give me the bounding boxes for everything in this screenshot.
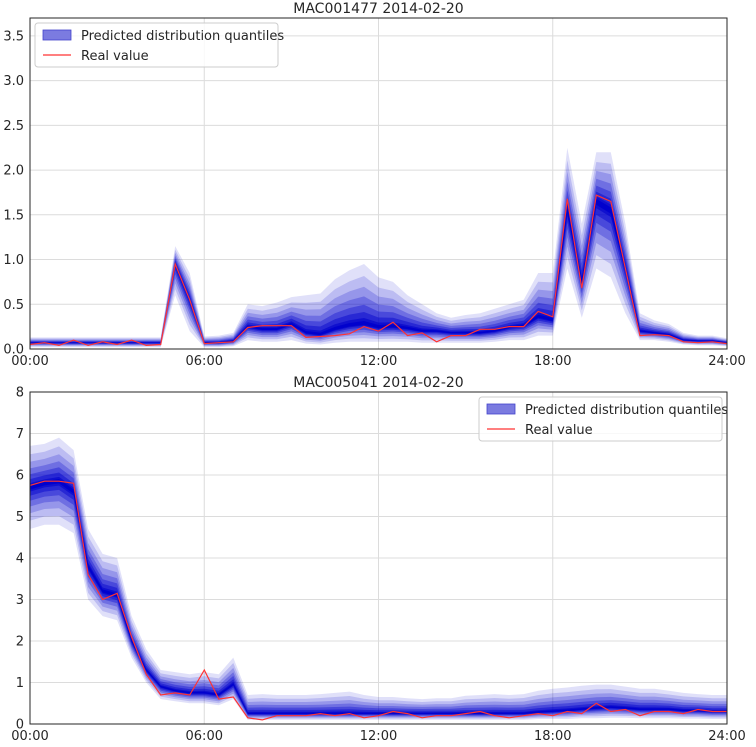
y-tick-label: 1.0 (3, 253, 24, 268)
y-tick-label: 1.5 (3, 208, 24, 223)
legend-label-real-1: Real value (81, 49, 149, 64)
quantile-band-4 (30, 178, 727, 345)
real-value-line (29, 480, 727, 721)
chart-title-2: MAC005041 2014-02-20 (293, 375, 463, 391)
x-tick-label: 18:00 (534, 354, 571, 369)
y-tick-label: 4 (16, 552, 24, 567)
axes-frame (29, 17, 728, 350)
y-tick-label: 6 (16, 469, 24, 484)
y-tick-label: 3.5 (3, 29, 24, 44)
legend-label-real-2: Real value (525, 423, 593, 438)
real-value-line (29, 194, 728, 347)
legend-swatch-quantiles-2 (486, 403, 516, 415)
y-tick-label: 7 (16, 427, 24, 442)
legend-label-quantiles-1: Predicted distribution quantiles (81, 29, 284, 44)
x-tick-label: 00:00 (11, 729, 48, 744)
x-tick-label: 00:00 (11, 354, 48, 369)
quantile-band-5 (30, 185, 727, 345)
y-tick-label: 0.5 (3, 298, 24, 313)
quantile-band-2 (30, 160, 727, 347)
legend-box-1 (34, 22, 279, 68)
axes-frame (29, 391, 728, 725)
y-tick-label: 5 (16, 510, 24, 525)
legend-box-2 (478, 396, 723, 442)
legend-2: Predicted distribution quantiles Real va… (478, 396, 728, 442)
x-tick-label: 06:00 (186, 729, 223, 744)
y-tick-label: 0 (16, 718, 24, 733)
chart-panel-2: 0 1 2 3 4 5 6 7 8 00:00 06:00 12:00 18:00 24:00 MAC0… (11, 375, 745, 744)
y-tick-label: 8 (16, 386, 24, 401)
quantile-band-3 (30, 170, 727, 346)
y-tick-label: 1 (16, 676, 24, 691)
x-tick-label: 12:00 (360, 354, 397, 369)
chart-panel-1: 0.0 0.5 1.0 1.5 2.0 2.5 3.0 3.5 00:00 06:00 12:00… (3, 1, 745, 369)
y-tick-label: 3 (16, 593, 24, 608)
legend-swatch-quantiles-1 (42, 29, 72, 41)
legend-label-quantiles-2: Predicted distribution quantiles (525, 403, 728, 418)
legend-1: Predicted distribution quantiles Real va… (34, 22, 284, 68)
y-tick-label: 2.0 (3, 164, 24, 179)
quantile-band-1 (30, 147, 727, 348)
chart-title-1: MAC001477 2014-02-20 (293, 1, 463, 17)
x-tick-label: 18:00 (534, 729, 571, 744)
quantile-band-1 (30, 437, 727, 720)
x-tick-label: 12:00 (360, 729, 397, 744)
y-tick-label: 2 (16, 635, 24, 650)
y-tick-label: 0.0 (3, 343, 24, 358)
y-tick-label: 2.5 (3, 119, 24, 134)
x-tick-label: 24:00 (708, 729, 745, 744)
x-tick-label: 24:00 (708, 354, 745, 369)
y-tick-label: 3.0 (3, 74, 24, 89)
x-tick-label: 06:00 (186, 354, 223, 369)
